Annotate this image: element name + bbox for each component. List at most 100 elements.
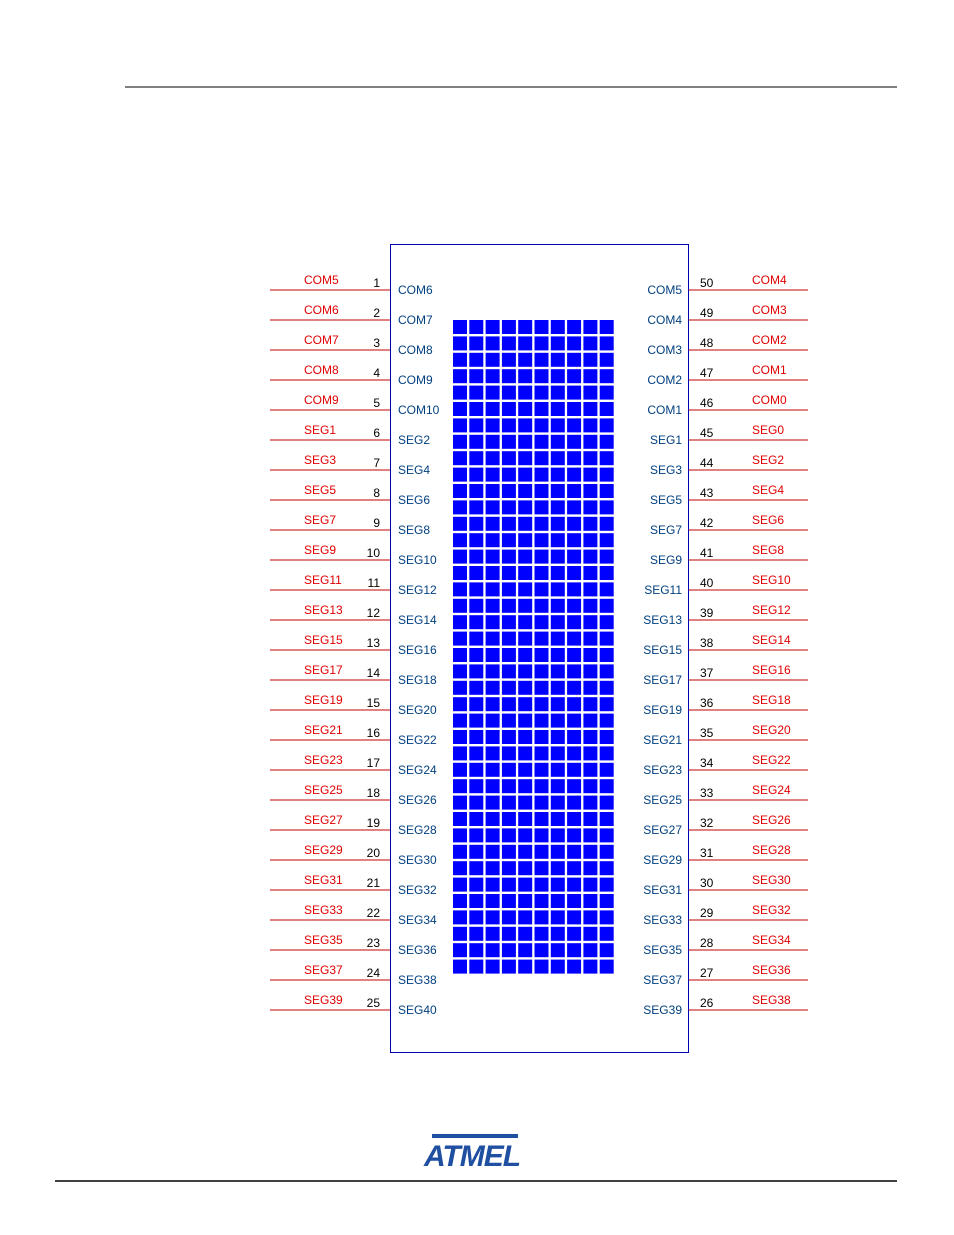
signal-label: SEG2	[398, 433, 430, 447]
pixel	[567, 828, 582, 843]
net-label: SEG5	[304, 483, 336, 497]
pixel	[550, 418, 565, 433]
pixel	[550, 484, 565, 498]
net-label: SEG14	[752, 633, 791, 647]
pixel	[485, 926, 500, 941]
signal-label: COM5	[647, 283, 682, 297]
pin-number: 5	[373, 396, 380, 410]
pixel	[583, 615, 598, 630]
net-label: SEG27	[304, 813, 343, 827]
pixel	[583, 762, 598, 777]
signal-label: SEG15	[643, 643, 682, 657]
net-label: SEG36	[752, 963, 791, 977]
pixel	[518, 549, 533, 564]
pixel	[501, 516, 516, 531]
pixel	[518, 762, 533, 777]
pixel	[501, 680, 516, 695]
pixel	[567, 516, 582, 531]
pixel	[534, 500, 549, 515]
pin-number: 9	[373, 516, 380, 530]
pin-number: 38	[700, 636, 714, 650]
net-label: SEG26	[752, 813, 791, 827]
pin-number: 48	[700, 336, 714, 350]
pixel	[550, 910, 565, 925]
net-label: SEG10	[752, 573, 791, 587]
pixel	[518, 320, 533, 334]
pin-number: 14	[367, 666, 381, 680]
pixel	[485, 680, 500, 695]
pixel	[583, 730, 598, 744]
signal-label: SEG3	[650, 463, 682, 477]
pixel	[534, 812, 549, 826]
pixel	[469, 500, 484, 515]
signal-label: SEG19	[643, 703, 682, 717]
pixel	[567, 877, 582, 892]
pixel	[534, 402, 549, 416]
signal-label: SEG7	[650, 523, 682, 537]
signal-label: SEG20	[398, 703, 437, 717]
pixel	[469, 418, 484, 433]
pixel	[485, 369, 500, 384]
pixel	[469, 894, 484, 908]
pixel	[501, 402, 516, 416]
pixel	[534, 434, 549, 449]
pixel	[485, 844, 500, 859]
pixel	[534, 894, 549, 908]
pixel	[599, 664, 614, 679]
pixel	[469, 385, 484, 400]
pixel	[469, 779, 484, 794]
pixel	[599, 812, 614, 826]
pixel	[485, 467, 500, 482]
pixel	[501, 615, 516, 630]
pin-number: 15	[367, 696, 381, 710]
pixel	[567, 779, 582, 794]
pixel	[518, 959, 533, 974]
pixel	[469, 402, 484, 416]
pin-number: 43	[700, 486, 714, 500]
pixel	[453, 615, 467, 630]
pixel	[550, 779, 565, 794]
net-label: SEG13	[304, 603, 343, 617]
pixel	[485, 451, 500, 466]
net-label: SEG21	[304, 723, 343, 737]
net-label: COM2	[752, 333, 787, 347]
pixel	[453, 779, 467, 794]
pixel	[550, 762, 565, 777]
pixel	[534, 352, 549, 367]
signal-label: COM3	[647, 343, 682, 357]
pixel	[534, 369, 549, 384]
pixel	[518, 615, 533, 630]
pixel	[534, 926, 549, 941]
pixel	[453, 910, 467, 925]
pixel	[453, 959, 467, 974]
pixel	[599, 795, 614, 810]
pixel	[469, 713, 484, 728]
pixel	[599, 533, 614, 548]
net-label: SEG34	[752, 933, 791, 947]
pixel	[534, 680, 549, 695]
pixel	[518, 730, 533, 744]
pixel	[453, 336, 467, 351]
net-label: SEG20	[752, 723, 791, 737]
pixel	[453, 697, 467, 712]
pixel	[550, 795, 565, 810]
pixel	[518, 877, 533, 892]
pixel	[469, 451, 484, 466]
pixel	[534, 320, 549, 334]
pixel	[518, 713, 533, 728]
pixel	[550, 861, 565, 876]
pixel	[453, 926, 467, 941]
pixel	[485, 434, 500, 449]
pixel	[550, 713, 565, 728]
signal-label: SEG14	[398, 613, 437, 627]
net-label: SEG25	[304, 783, 343, 797]
pixel	[469, 566, 484, 580]
pixel	[534, 336, 549, 351]
pixel	[518, 500, 533, 515]
signal-label: SEG9	[650, 553, 682, 567]
net-label: SEG4	[752, 483, 784, 497]
net-label: SEG22	[752, 753, 791, 767]
pixel	[567, 762, 582, 777]
pixel	[567, 910, 582, 925]
pin-number: 22	[367, 906, 381, 920]
